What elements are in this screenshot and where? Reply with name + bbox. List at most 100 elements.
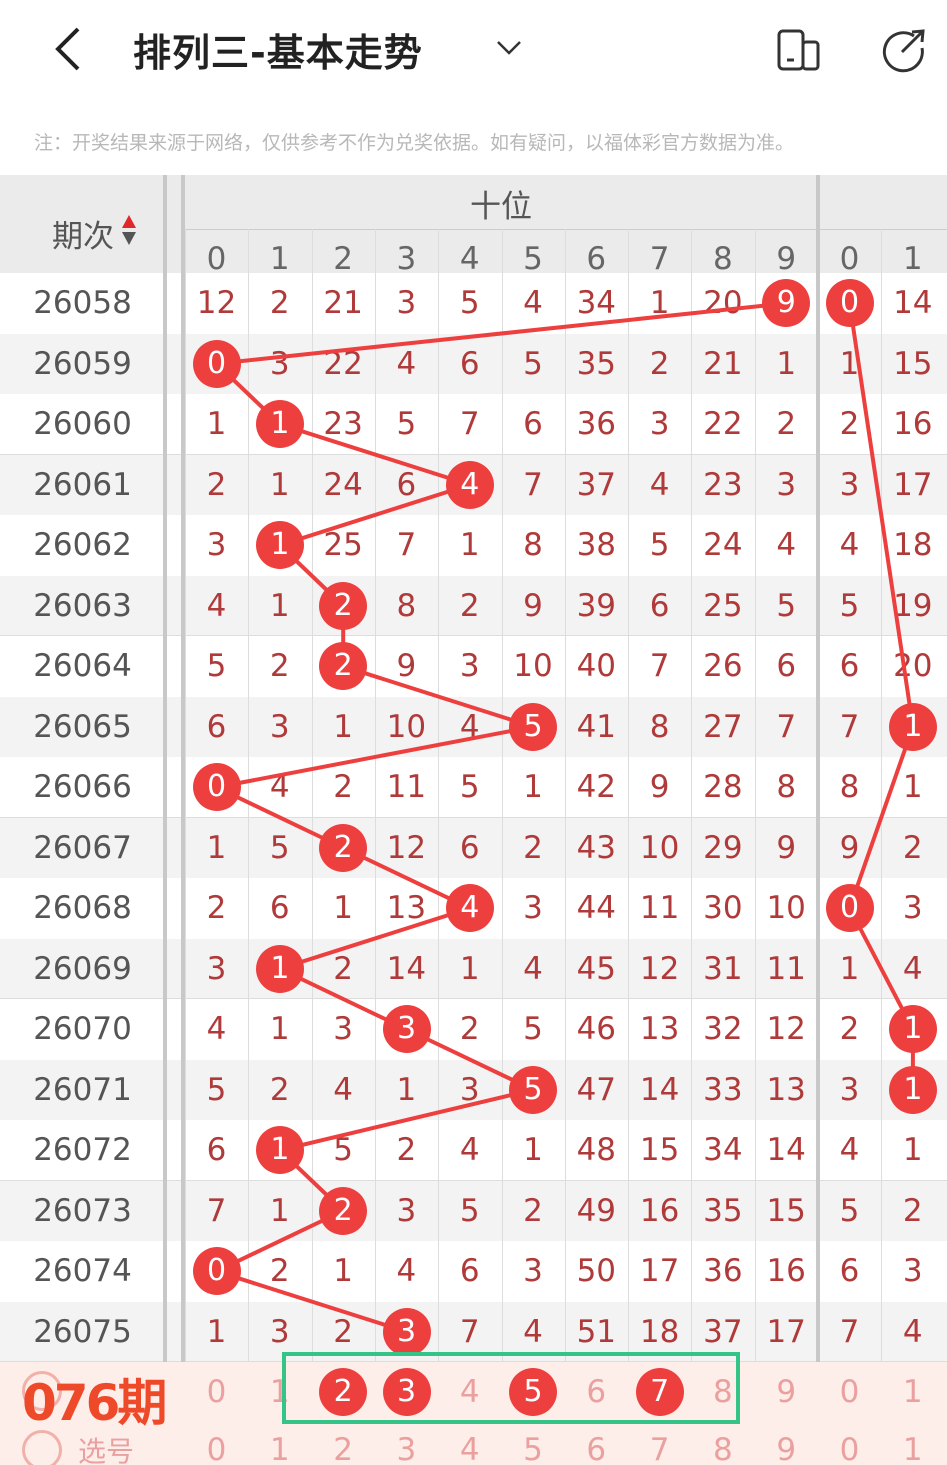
miss-count: 6 <box>523 406 543 442</box>
prediction-digit[interactable]: 6 <box>586 1374 607 1410</box>
miss-count: 2 <box>776 406 797 442</box>
miss-count: 46 <box>576 1011 617 1047</box>
miss-count: 1 <box>206 406 227 442</box>
miss-count: 50 <box>576 1253 617 1289</box>
select-digit[interactable]: 9 <box>776 1432 797 1465</box>
trend-lines <box>210 301 915 1334</box>
selected-digit-ball[interactable]: 2 <box>319 1368 368 1416</box>
select-digit[interactable]: 1 <box>269 1432 290 1465</box>
miss-count: 5 <box>523 1011 543 1047</box>
hit-ball: 9 <box>762 279 811 328</box>
miss-count: 1 <box>523 1132 543 1168</box>
miss-count: 2 <box>902 1192 923 1229</box>
miss-count: 21 <box>703 345 743 382</box>
miss-count: 4 <box>902 950 923 987</box>
digit-header: 2 <box>333 241 353 277</box>
chevron-down-icon[interactable] <box>496 40 522 56</box>
prediction-digit[interactable]: 4 <box>459 1374 480 1410</box>
hit-ball: 5 <box>509 702 558 751</box>
radio-button[interactable] <box>22 1371 62 1411</box>
miss-count: 5 <box>459 1192 480 1229</box>
grid-line <box>564 229 566 1465</box>
selected-digit-ball[interactable]: 5 <box>509 1368 558 1416</box>
digit-header: 6 <box>586 241 607 277</box>
miss-count: 13 <box>766 1071 806 1108</box>
grid-line <box>185 229 186 1465</box>
miss-count: 15 <box>893 345 933 382</box>
hit-ball: 1 <box>888 1065 937 1114</box>
miss-count: 12 <box>386 829 427 866</box>
share-icon[interactable] <box>880 28 928 74</box>
miss-count: 20 <box>893 648 933 684</box>
miss-count: 4 <box>206 1011 227 1047</box>
miss-count: 8 <box>396 587 417 624</box>
select-digit[interactable]: 4 <box>459 1432 480 1465</box>
prediction-digit[interactable]: 0 <box>206 1374 227 1410</box>
miss-count: 5 <box>269 829 290 866</box>
miss-count: 36 <box>703 1253 743 1289</box>
select-digit[interactable]: 1 <box>902 1432 923 1465</box>
digit-header: 9 <box>776 241 797 277</box>
select-digit[interactable]: 8 <box>713 1432 733 1465</box>
select-digit[interactable]: 3 <box>396 1432 417 1465</box>
miss-count: 23 <box>703 466 743 503</box>
miss-count: 2 <box>649 345 670 382</box>
select-digit[interactable]: 0 <box>206 1432 227 1465</box>
period-label: 26059 <box>33 345 132 382</box>
prediction-digit[interactable]: 1 <box>902 1374 923 1410</box>
hit-ball: 3 <box>382 1307 431 1356</box>
hit-ball: 0 <box>192 763 241 812</box>
chevron-left-icon[interactable] <box>52 26 84 72</box>
select-label[interactable]: 选号 <box>78 1435 135 1465</box>
miss-count: 12 <box>196 285 237 321</box>
select-digit[interactable]: 7 <box>649 1432 670 1465</box>
sort-icon[interactable] <box>120 213 138 247</box>
miss-count: 8 <box>649 708 670 745</box>
prediction-digit[interactable]: 0 <box>839 1374 860 1410</box>
miss-count: 5 <box>459 285 480 321</box>
table-row <box>0 333 947 394</box>
miss-count: 3 <box>902 1253 923 1289</box>
miss-count: 5 <box>206 648 227 684</box>
miss-count: 24 <box>703 527 743 563</box>
hit-ball: 1 <box>888 702 937 751</box>
hit-ball: 2 <box>319 823 368 872</box>
digit-header: 8 <box>713 241 733 277</box>
miss-count: 25 <box>703 587 743 624</box>
miss-count: 8 <box>523 527 543 563</box>
period-header[interactable]: 期次 <box>52 219 114 255</box>
select-digit[interactable]: 6 <box>586 1432 607 1465</box>
miss-count: 13 <box>386 890 427 926</box>
miss-count: 1 <box>206 1313 227 1350</box>
miss-count: 16 <box>639 1192 680 1229</box>
digit-header: 5 <box>523 241 543 277</box>
period-label: 26066 <box>33 769 132 805</box>
miss-count: 2 <box>269 285 290 321</box>
miss-count: 2 <box>839 406 860 442</box>
miss-count: 4 <box>523 285 543 321</box>
miss-count: 9 <box>649 769 670 805</box>
select-digit[interactable]: 5 <box>523 1432 543 1465</box>
miss-count: 6 <box>459 345 480 382</box>
selected-digit-ball[interactable]: 7 <box>635 1368 684 1416</box>
miss-count: 6 <box>206 708 227 745</box>
device-switch-icon[interactable] <box>776 28 822 72</box>
miss-count: 9 <box>523 587 543 624</box>
miss-count: 2 <box>333 769 353 805</box>
grid-line <box>754 229 756 1465</box>
miss-count: 14 <box>639 1071 680 1108</box>
miss-count: 7 <box>206 1192 227 1229</box>
selected-digit-ball[interactable]: 3 <box>382 1368 431 1416</box>
select-digit[interactable]: 0 <box>839 1432 860 1465</box>
prediction-digit[interactable]: 8 <box>713 1374 733 1410</box>
prediction-digit[interactable]: 9 <box>776 1374 797 1410</box>
miss-count: 33 <box>703 1071 743 1108</box>
divider <box>185 229 947 230</box>
select-digit[interactable]: 2 <box>333 1432 353 1465</box>
miss-count: 7 <box>776 708 797 745</box>
miss-count: 5 <box>206 1071 227 1108</box>
miss-count: 6 <box>269 890 290 926</box>
hit-ball: 0 <box>192 1247 241 1296</box>
select-radio[interactable] <box>22 1430 62 1465</box>
digit-header: 1 <box>269 241 290 277</box>
